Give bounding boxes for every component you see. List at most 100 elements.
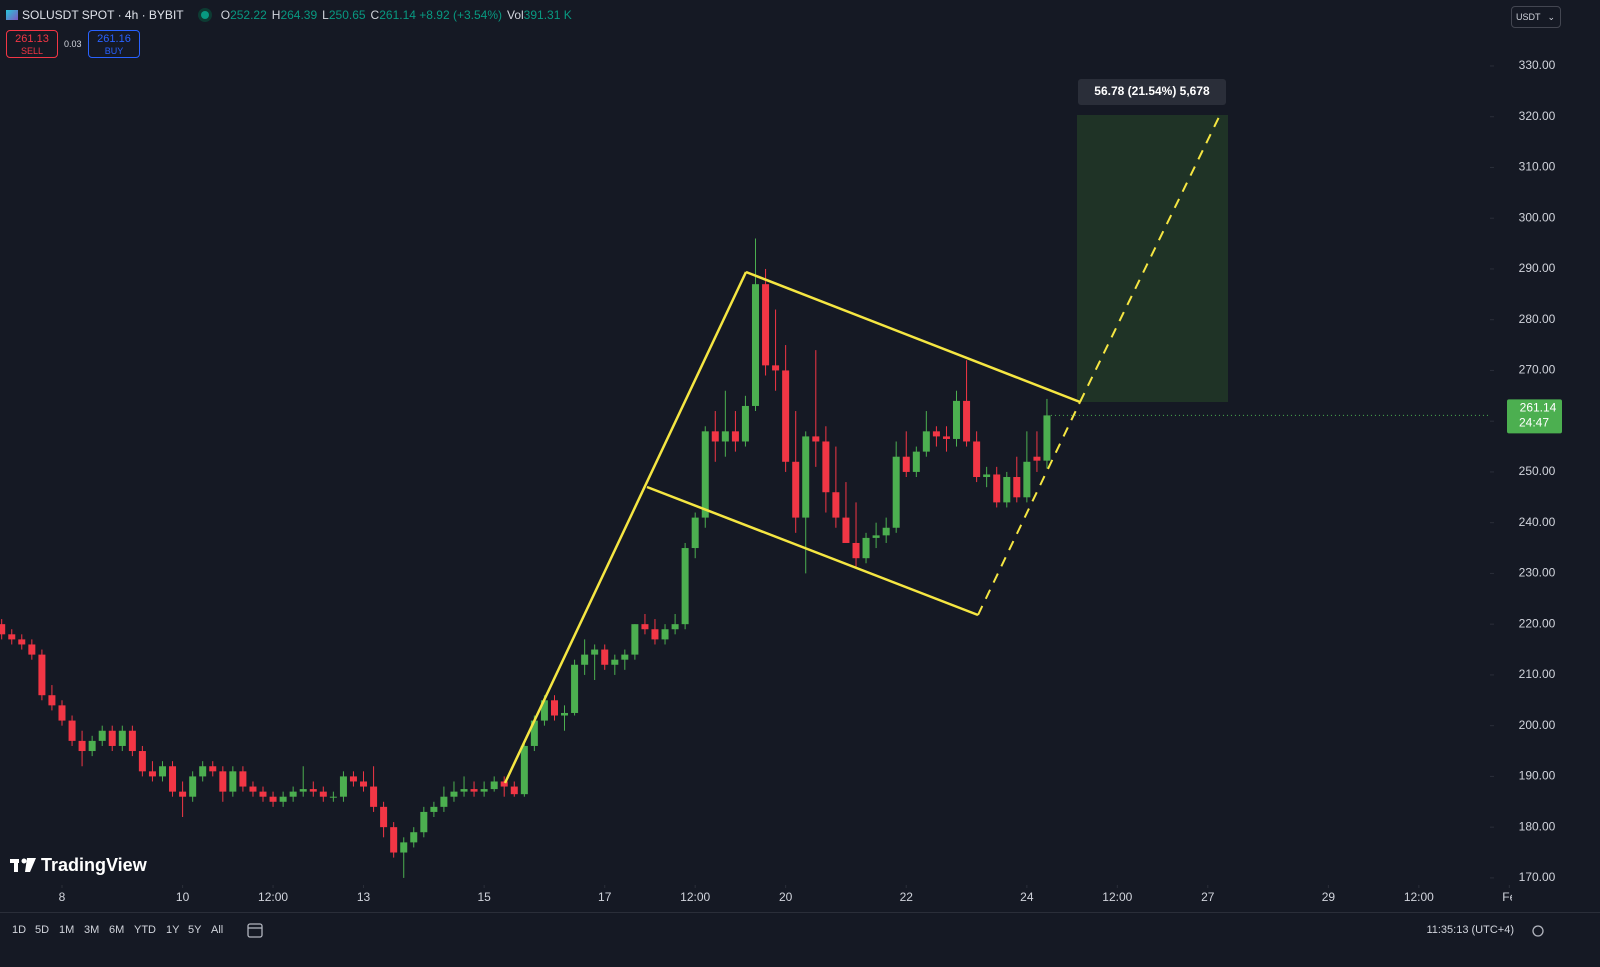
x-tick-label: 12:00 (680, 890, 710, 904)
candle-body (38, 654, 46, 696)
candle-body (58, 705, 66, 721)
x-tick-label: Fe (1502, 890, 1516, 904)
y-tick-label: 240.00 (1519, 515, 1556, 529)
candle-body (48, 695, 56, 706)
range-button[interactable]: 3M (84, 924, 100, 936)
projection-line (977, 401, 1081, 616)
candle-body (18, 639, 26, 645)
last-price-label: 261.14 (1520, 401, 1557, 415)
candle-body (108, 730, 116, 746)
candle-body (751, 284, 759, 406)
legend-item: C261.14 +8.92 (+3.54%) (371, 8, 502, 22)
y-tick-label: 250.00 (1519, 464, 1556, 478)
candle-body (148, 771, 156, 777)
candle-body (430, 806, 438, 812)
candle-body (179, 791, 187, 797)
candle-body (118, 730, 126, 746)
candle-body (78, 740, 86, 752)
y-tick-label: 320.00 (1519, 109, 1556, 123)
spread: 0.03 (64, 39, 82, 49)
settings-icon[interactable] (1532, 925, 1544, 937)
candle-body (420, 811, 428, 833)
tradingview-logo (10, 858, 36, 872)
legend-value: 252.22 (230, 8, 267, 22)
legend-value: 261.14 +8.92 (+3.54%) (379, 8, 502, 22)
candle-body (510, 786, 518, 795)
candle-body (309, 789, 317, 792)
range-button[interactable]: 1D (12, 924, 27, 936)
candle-body (892, 456, 900, 528)
candle-body (1023, 461, 1031, 498)
legend-value: 391.31 K (523, 8, 572, 22)
x-tick-label: 10 (176, 890, 190, 904)
candle-body (289, 791, 297, 797)
x-tick-label: 12:00 (258, 890, 288, 904)
candle-body (671, 624, 679, 630)
sell-label: SELL (20, 46, 44, 56)
x-tick-label: 22 (900, 890, 914, 904)
measure-label-bg (1078, 79, 1226, 105)
y-tick-label: 230.00 (1519, 566, 1556, 580)
clock: 11:35:13 (UTC+4) (1426, 924, 1514, 936)
range-button[interactable]: 1M (59, 924, 75, 936)
candle-body (912, 451, 920, 472)
candle-body (902, 456, 910, 472)
candle-body (259, 791, 267, 797)
candle-body (520, 745, 528, 795)
legend-item: O252.22 (221, 8, 267, 22)
candle-body (782, 370, 790, 462)
currency: USDT (1516, 12, 1541, 22)
ohlc-legend: O252.22 H264.39 L250.65 C261.14 +8.92 (+3.5… (221, 8, 577, 22)
x-tick-label: 12:00 (1102, 890, 1132, 904)
legend-item: L250.65 (322, 8, 365, 22)
sell-button[interactable]: 261.13 SELL (6, 30, 58, 58)
candle-body (410, 832, 418, 843)
legend-key: L (322, 8, 329, 22)
y-tick-label: 280.00 (1519, 312, 1556, 326)
candle-body (973, 441, 981, 478)
symbol-header: SOLUSDT SPOT · 4h · BYBIT O252.22 H264.39… (6, 8, 577, 22)
candle-body (450, 791, 458, 797)
range-button[interactable]: 5D (35, 924, 50, 936)
candle-body (701, 431, 709, 518)
candle-body (319, 791, 327, 797)
x-tick-label: 12:00 (1404, 890, 1434, 904)
range-button[interactable]: 6M (109, 924, 125, 936)
buy-price: 261.16 (97, 33, 131, 45)
candle-body (1013, 477, 1021, 498)
candle-body (189, 776, 197, 797)
candle-body (721, 431, 729, 442)
candle-body (852, 542, 860, 559)
candle-body (339, 776, 347, 797)
candle-body (802, 436, 810, 518)
buy-label: BUY (104, 46, 124, 56)
calendar-icon[interactable] (247, 923, 263, 938)
y-tick-label: 330.00 (1519, 58, 1556, 72)
range-button[interactable]: YTD (134, 924, 156, 936)
legend-key: H (271, 8, 281, 22)
candle-body (279, 796, 287, 802)
candle-body (681, 548, 689, 625)
candle-body (641, 624, 649, 630)
buy-button[interactable]: 261.16 BUY (88, 30, 140, 58)
y-tick-label: 190.00 (1519, 769, 1556, 783)
target-zone (1077, 115, 1228, 402)
candle-body (661, 629, 669, 640)
candle-body (812, 436, 820, 442)
range-button[interactable]: 1Y (166, 924, 180, 936)
measure-label: 56.78 (21.54%) 5,678 (1094, 84, 1210, 98)
candle-body (68, 720, 76, 741)
candle-body (229, 771, 237, 792)
candle-body (480, 789, 488, 792)
range-button[interactable]: All (211, 924, 224, 936)
candle-body (822, 441, 830, 493)
x-tick-label: 24 (1020, 890, 1034, 904)
legend-item: H264.39 (272, 8, 317, 22)
candle-body (0, 624, 6, 635)
candle-body (591, 649, 599, 655)
range-button[interactable]: 5Y (188, 924, 202, 936)
currency-select[interactable]: USDT ⌄ (1511, 6, 1561, 28)
candle-body (1033, 456, 1041, 461)
candle-body (98, 730, 106, 741)
